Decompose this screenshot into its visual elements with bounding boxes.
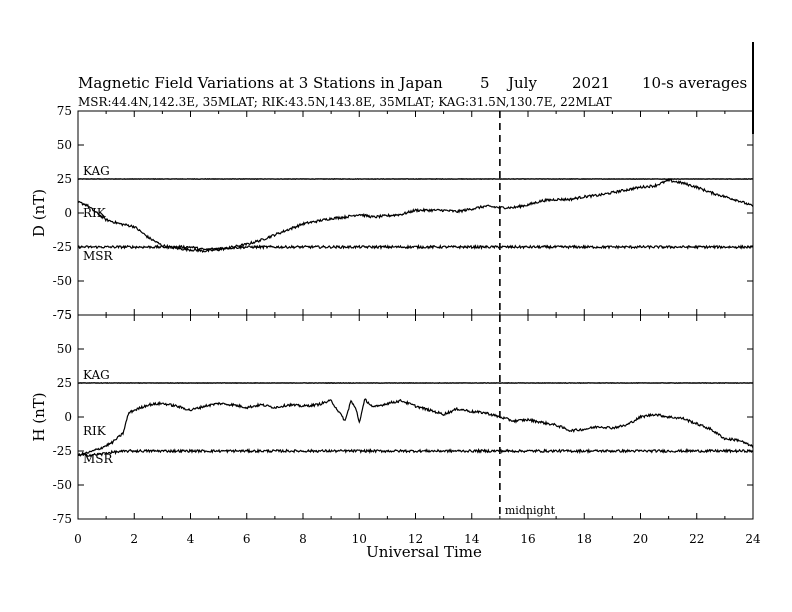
panel-h-station-label-msr: MSR — [83, 452, 114, 466]
panel-d-ytick-label: -25 — [53, 240, 72, 254]
x-tick-label: 18 — [577, 532, 592, 546]
x-tick-label: 0 — [74, 532, 82, 546]
panel-h-frame — [77, 314, 754, 520]
x-tick-label: 20 — [633, 532, 648, 546]
panel-h-ytick-label: -75 — [53, 512, 72, 526]
panel-d: 75 50 25 0 -25 -50 -75 KAG RIK MSR D (nT) — [30, 104, 754, 322]
panel-h-ytick-label: -25 — [53, 444, 72, 458]
panel-d-ytick-label: 0 — [64, 206, 72, 220]
panel-d-series: KAG RIK MSR — [77, 164, 754, 263]
midnight-label: midnight — [505, 504, 556, 517]
panel-h-station-label-kag: KAG — [83, 368, 110, 382]
panel-d-station-label-rik: RIK — [83, 206, 107, 220]
x-tick-label: 2 — [130, 532, 138, 546]
x-tick-label: 4 — [187, 532, 195, 546]
date-day: 5 — [480, 74, 490, 92]
x-tick-label: 8 — [299, 532, 307, 546]
averaging-label: 10-s averages — [642, 74, 747, 92]
panel-d-ytick-label: 25 — [57, 172, 72, 186]
panel-d-ytick-label: -75 — [53, 308, 72, 322]
panel-d-axis: 75 50 25 0 -25 -50 -75 — [53, 104, 754, 322]
x-axis: 0 2 4 6 8 10 12 14 16 18 20 22 24 — [74, 532, 761, 546]
panel-d-series-msr — [77, 243, 754, 251]
panel-d-ytick-label: -50 — [53, 274, 72, 288]
x-tick-label: 24 — [745, 532, 761, 546]
panel-d-station-label-kag: KAG — [83, 164, 110, 178]
panel-h-ylabel: H (nT) — [30, 392, 48, 441]
panel-h-ytick-label: 0 — [64, 410, 72, 424]
panel-d-series-rik — [77, 178, 754, 253]
figure-title: Magnetic Field Variations at 3 Stations … — [78, 74, 443, 92]
x-axis-label: Universal Time — [366, 543, 482, 561]
panel-h-ytick-label: 75 — [57, 308, 72, 322]
date-year: 2021 — [572, 74, 610, 92]
x-tick-label: 16 — [520, 532, 535, 546]
panel-d-ytick-label: 50 — [57, 138, 72, 152]
panel-h-ytick-label: 50 — [57, 342, 72, 356]
panel-h-axis: 75 50 25 0 -25 -50 -75 — [53, 308, 754, 526]
date-month: July — [506, 74, 537, 92]
station-coordinates: MSR:44.4N,142.3E, 35MLAT; RIK:43.5N,143.… — [78, 95, 612, 109]
panel-h-series-msr — [78, 447, 754, 458]
panel-h-station-label-rik: RIK — [83, 424, 107, 438]
panel-h-series: KAG RIK MSR — [77, 368, 754, 466]
x-tick-label: 22 — [689, 532, 704, 546]
x-tick-label: 14 — [464, 532, 480, 546]
x-tick-label: 10 — [352, 532, 367, 546]
panel-h-ytick-label: -50 — [53, 478, 72, 492]
panel-h-series-rik — [77, 398, 754, 457]
panel-d-station-label-msr: MSR — [83, 249, 114, 263]
x-tick-label: 12 — [408, 532, 423, 546]
panel-h: 75 50 25 0 -25 -50 -75 KAG RIK MSR H (nT) — [30, 308, 754, 526]
panel-h-ytick-label: 25 — [57, 376, 72, 390]
panel-d-frame — [77, 110, 754, 316]
panel-d-ytick-label: 75 — [57, 104, 72, 118]
panel-d-ylabel: D (nT) — [30, 189, 48, 237]
x-tick-label: 6 — [243, 532, 251, 546]
